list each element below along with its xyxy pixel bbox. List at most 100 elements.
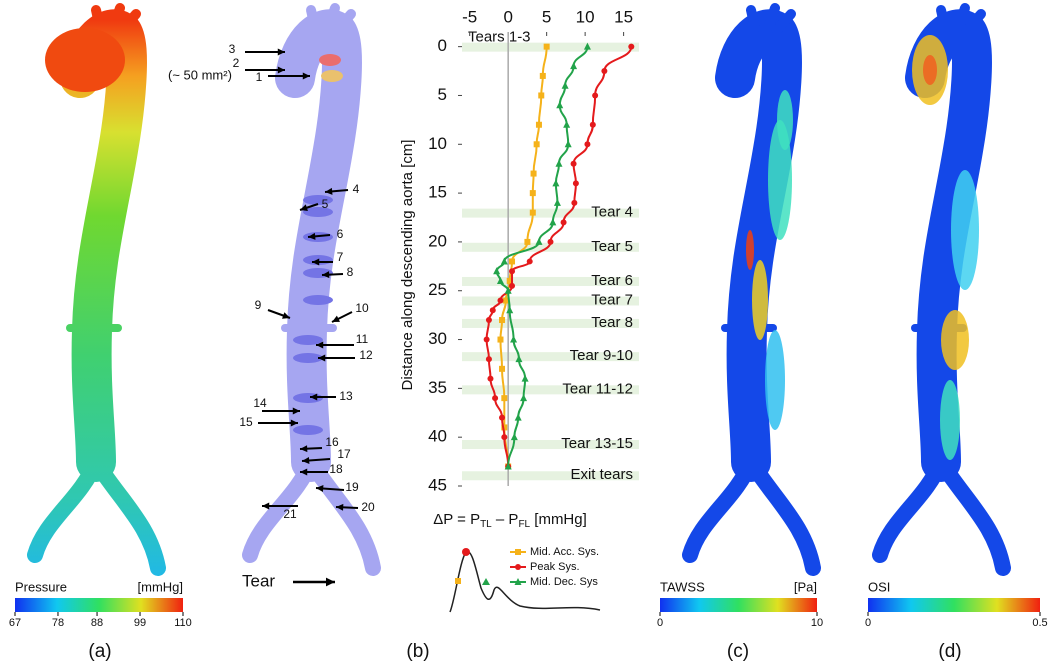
- x-axis-label: ΔP = PTL – PFL [mmHg]: [433, 511, 587, 530]
- tear-number: 4: [353, 182, 360, 196]
- tear-band-label: Tears 1-3: [468, 29, 531, 46]
- legend-label: Mid. Dec. Sys: [530, 576, 598, 588]
- data-point: [531, 171, 537, 177]
- data-point: [570, 62, 577, 69]
- y-tick-label: 15: [428, 183, 447, 202]
- x-tick-label: 5: [542, 7, 551, 26]
- data-point: [548, 239, 554, 245]
- tear-number: 12: [359, 348, 373, 362]
- tear-band-label: Tear 13-15: [561, 435, 633, 452]
- tear-band-label: Tear 4: [591, 204, 633, 221]
- wss-region: [752, 260, 768, 340]
- tear-number: 10: [355, 301, 369, 315]
- x-axis-label-part: TL: [480, 519, 492, 530]
- tear-number: 19: [345, 480, 359, 494]
- waveform-mark: [462, 548, 470, 556]
- colorbar: [868, 598, 1040, 612]
- colorbar-tick-label: 110: [174, 617, 192, 629]
- data-point: [497, 337, 503, 343]
- data-point: [487, 376, 493, 382]
- area-note: (~ 50 mm²): [168, 67, 232, 82]
- data-point: [561, 219, 567, 225]
- data-point: [509, 283, 515, 289]
- data-point: [530, 190, 536, 196]
- tear-number: 17: [337, 447, 351, 461]
- data-point: [524, 239, 530, 245]
- y-tick-label: 0: [438, 36, 447, 55]
- data-point: [536, 122, 542, 128]
- waveform-mark: [455, 578, 461, 584]
- data-point: [565, 140, 572, 147]
- data-point: [486, 317, 492, 323]
- arch-branches: [941, 8, 981, 30]
- x-tick-label: 0: [503, 7, 512, 26]
- data-point: [492, 395, 498, 401]
- aorta-model: [690, 8, 813, 568]
- data-point: [522, 375, 529, 382]
- figure: Pressure[mmHg]67788899110TAWSS[Pa]010OSI…: [0, 0, 1048, 668]
- tear-number: 13: [339, 389, 353, 403]
- data-point: [497, 297, 503, 303]
- tear-number: 2: [233, 56, 240, 70]
- tear-number: 21: [283, 507, 297, 521]
- aorta-model: [35, 8, 158, 568]
- panel-label: (b): [406, 641, 429, 662]
- waveform-mark: [482, 578, 490, 585]
- tear-marker: [321, 70, 343, 82]
- data-point: [601, 68, 607, 74]
- wss-region: [746, 230, 754, 270]
- tear-band-label: Exit tears: [570, 466, 633, 483]
- data-point: [510, 336, 517, 343]
- arch-branches: [96, 8, 136, 30]
- data-point: [509, 268, 515, 274]
- aorta-model: [880, 8, 1003, 568]
- colorbar-tick-label: 0: [657, 617, 663, 629]
- panel-label: (d): [938, 641, 961, 662]
- tear-number: 3: [229, 42, 236, 56]
- colorbar-unit: [Pa]: [794, 579, 817, 594]
- tear-number: 11: [356, 332, 369, 346]
- y-tick-label: 30: [428, 329, 447, 348]
- data-point: [535, 238, 542, 245]
- data-point: [571, 161, 577, 167]
- tear-band-label: Tear 5: [591, 238, 633, 255]
- legend-label: Mid. Acc. Sys.: [530, 546, 599, 558]
- colorbar-title: Pressure: [15, 579, 67, 594]
- data-point: [534, 141, 540, 147]
- colorbar: [660, 598, 817, 612]
- panel-label: (a): [88, 641, 111, 662]
- data-point: [538, 92, 544, 98]
- legend-marker: [515, 564, 521, 570]
- osi-region: [923, 55, 937, 85]
- tear-number: 18: [329, 462, 343, 476]
- panel-label: (c): [727, 641, 749, 662]
- tear-number: 14: [253, 396, 267, 410]
- tear-band-label: Tear 11-12: [562, 380, 633, 397]
- x-axis-label-part: – P: [492, 511, 519, 528]
- data-point: [506, 306, 513, 313]
- aorta-trunk: [80, 29, 127, 462]
- wss-region: [765, 330, 785, 430]
- osi-region: [941, 310, 969, 370]
- x-tick-label: -5: [462, 7, 477, 26]
- colorbar-tick-label: 0.5: [1032, 617, 1047, 629]
- data-point: [584, 141, 590, 147]
- tear-number: 1: [256, 70, 263, 84]
- y-tick-label: 40: [428, 427, 447, 446]
- data-point: [530, 210, 536, 216]
- tear-disk: [303, 295, 333, 305]
- tear-disk: [293, 425, 323, 435]
- tear-disk: [303, 195, 333, 205]
- colorbar-tick-label: 10: [811, 617, 823, 629]
- data-point: [540, 73, 546, 79]
- x-tick-label: 15: [614, 7, 633, 26]
- high-pressure-region: [45, 28, 125, 92]
- data-point: [555, 160, 562, 167]
- y-tick-label: 35: [428, 378, 447, 397]
- legend-label: Peak Sys.: [530, 561, 580, 573]
- data-point: [590, 122, 596, 128]
- x-axis-label-part: ΔP = P: [433, 511, 480, 528]
- colorbar-title: TAWSS: [660, 579, 705, 594]
- y-tick-label: 5: [438, 85, 447, 104]
- tear-number: 15: [239, 415, 253, 429]
